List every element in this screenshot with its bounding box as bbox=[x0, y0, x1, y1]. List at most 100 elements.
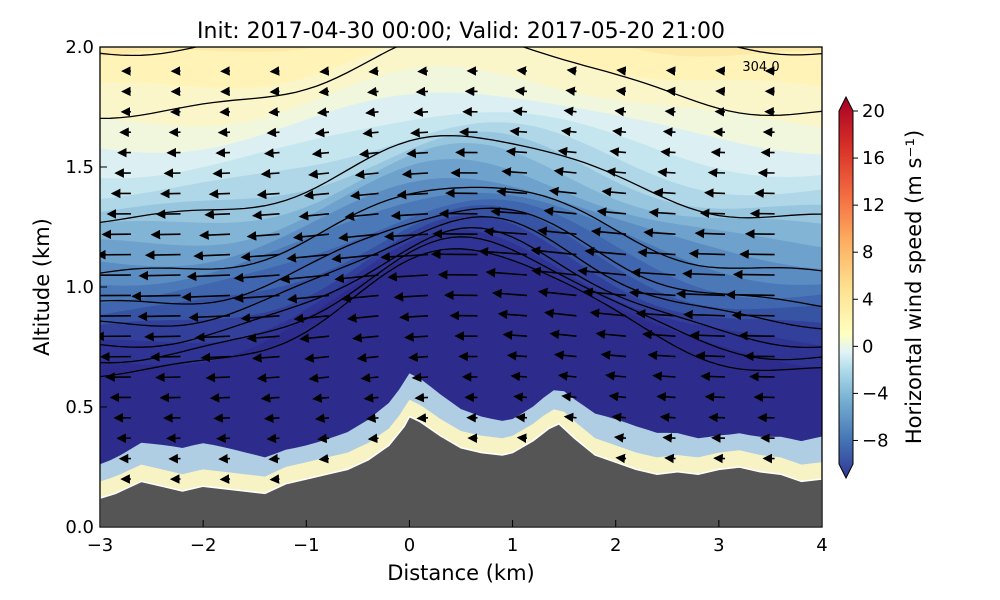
wind-arrow bbox=[492, 288, 528, 299]
wind-arrow bbox=[664, 453, 676, 464]
wind-arrow bbox=[316, 107, 330, 117]
wind-arrow bbox=[652, 371, 676, 381]
wind-arrow bbox=[404, 332, 429, 342]
wind-arrow bbox=[615, 453, 627, 464]
contour-line bbox=[100, 207, 822, 308]
wind-arrow bbox=[565, 86, 577, 97]
wind-arrow bbox=[264, 148, 280, 158]
chart-title: Init: 2017-04-30 00:00; Valid: 2017-05-2… bbox=[197, 19, 725, 44]
wind-arrow bbox=[544, 308, 577, 319]
contour-line bbox=[100, 226, 822, 349]
contour-label: 304.0 bbox=[742, 60, 779, 75]
wind-arrow bbox=[181, 292, 231, 302]
wind-speed-bands bbox=[100, 47, 822, 527]
wind-arrow bbox=[380, 252, 429, 262]
wind-arrow bbox=[694, 228, 726, 239]
wind-arrow bbox=[319, 66, 330, 76]
wind-arrow bbox=[401, 169, 429, 179]
wind-arrow bbox=[554, 350, 577, 361]
wind-arrow bbox=[317, 433, 330, 444]
wind-arrow bbox=[410, 127, 429, 138]
plot-area bbox=[100, 47, 822, 527]
colorbar-ticks: −8 −4 0 4 8 12 16 20 bbox=[853, 101, 889, 451]
y-axis-ticks: 0.0 0.5 1.0 1.5 2.0 bbox=[65, 37, 107, 538]
wind-arrow bbox=[266, 127, 280, 138]
wind-arrow bbox=[590, 227, 627, 237]
wind-arrow bbox=[704, 188, 726, 198]
wind-arrow bbox=[150, 229, 181, 240]
wind-arrow bbox=[131, 291, 181, 301]
wind-arrow bbox=[314, 127, 330, 138]
wind-arrow bbox=[240, 313, 280, 323]
colorbar-tick-label: 12 bbox=[862, 195, 885, 216]
wind-arrow bbox=[605, 167, 627, 177]
wind-arrow bbox=[287, 293, 330, 304]
wind-arrow bbox=[144, 250, 181, 260]
y-tick-label: 0.5 bbox=[65, 397, 94, 418]
wind-arrow bbox=[531, 266, 577, 277]
wind-arrow bbox=[583, 287, 627, 298]
wind-arrow bbox=[356, 353, 379, 363]
wind-arrow bbox=[269, 474, 280, 484]
x-tick-label: −3 bbox=[87, 535, 114, 556]
wind-arrow bbox=[516, 433, 528, 443]
wind-arrow bbox=[269, 86, 280, 97]
wind-arrow bbox=[608, 391, 627, 402]
wind-arrow bbox=[561, 392, 577, 402]
wind-arrow bbox=[280, 274, 330, 284]
wind-arrow bbox=[653, 187, 676, 198]
wind-arrow bbox=[268, 453, 280, 464]
wind-arrow bbox=[490, 207, 528, 217]
wind-arrow bbox=[299, 333, 330, 343]
wind-arrow bbox=[215, 147, 231, 158]
wind-arrow bbox=[699, 208, 726, 219]
wind-arrow bbox=[286, 253, 330, 263]
colorbar-tick-label: 8 bbox=[862, 242, 873, 263]
wind-arrow bbox=[662, 433, 676, 443]
wind-arrow bbox=[293, 313, 330, 324]
wind-arrow bbox=[509, 126, 528, 137]
wind-arrow bbox=[340, 293, 379, 303]
wind-arrow bbox=[256, 373, 280, 383]
wind-arrow bbox=[537, 287, 577, 298]
wind-arrow bbox=[665, 66, 676, 76]
wind-arrow bbox=[584, 246, 627, 257]
wind-arrow bbox=[595, 329, 627, 340]
wind-arrow bbox=[700, 371, 726, 382]
wind-arrow bbox=[665, 86, 676, 97]
wind-arrow bbox=[263, 413, 280, 424]
colorbar-tick-label: 0 bbox=[862, 336, 873, 357]
wind-arrow bbox=[601, 187, 627, 197]
wind-arrow bbox=[292, 232, 330, 242]
wind-arrow bbox=[613, 433, 627, 443]
colorbar-tick-label: −8 bbox=[862, 430, 889, 451]
wind-arrow bbox=[683, 309, 726, 320]
wind-arrow bbox=[676, 289, 726, 299]
wind-arrow bbox=[514, 86, 528, 96]
wind-arrow bbox=[384, 231, 429, 242]
wind-arrow bbox=[637, 247, 676, 258]
wind-arrow bbox=[144, 331, 181, 342]
wind-arrow bbox=[193, 250, 231, 261]
wind-arrow bbox=[363, 393, 379, 403]
wind-arrow bbox=[505, 146, 528, 157]
wind-arrow bbox=[478, 246, 528, 257]
wind-arrow bbox=[387, 272, 429, 282]
wind-arrow bbox=[360, 373, 379, 383]
wind-arrow bbox=[186, 271, 231, 282]
colorbar-tick-label: −4 bbox=[862, 383, 889, 404]
colorbar-tick-label: 16 bbox=[862, 148, 885, 169]
terrain-profile bbox=[100, 415, 822, 527]
wind-arrow bbox=[368, 66, 379, 76]
colorbar-tick-label: 4 bbox=[862, 289, 873, 310]
wind-arrow bbox=[331, 253, 379, 264]
colorbar-tick-label: 20 bbox=[862, 101, 885, 122]
wind-arrow bbox=[354, 169, 379, 180]
wind-arrow bbox=[537, 226, 577, 236]
wind-arrow bbox=[269, 66, 280, 76]
wind-arrow bbox=[393, 292, 429, 302]
wind-arrow bbox=[260, 393, 280, 403]
x-tick-label: 2 bbox=[610, 535, 621, 556]
wind-arrow bbox=[266, 433, 280, 444]
